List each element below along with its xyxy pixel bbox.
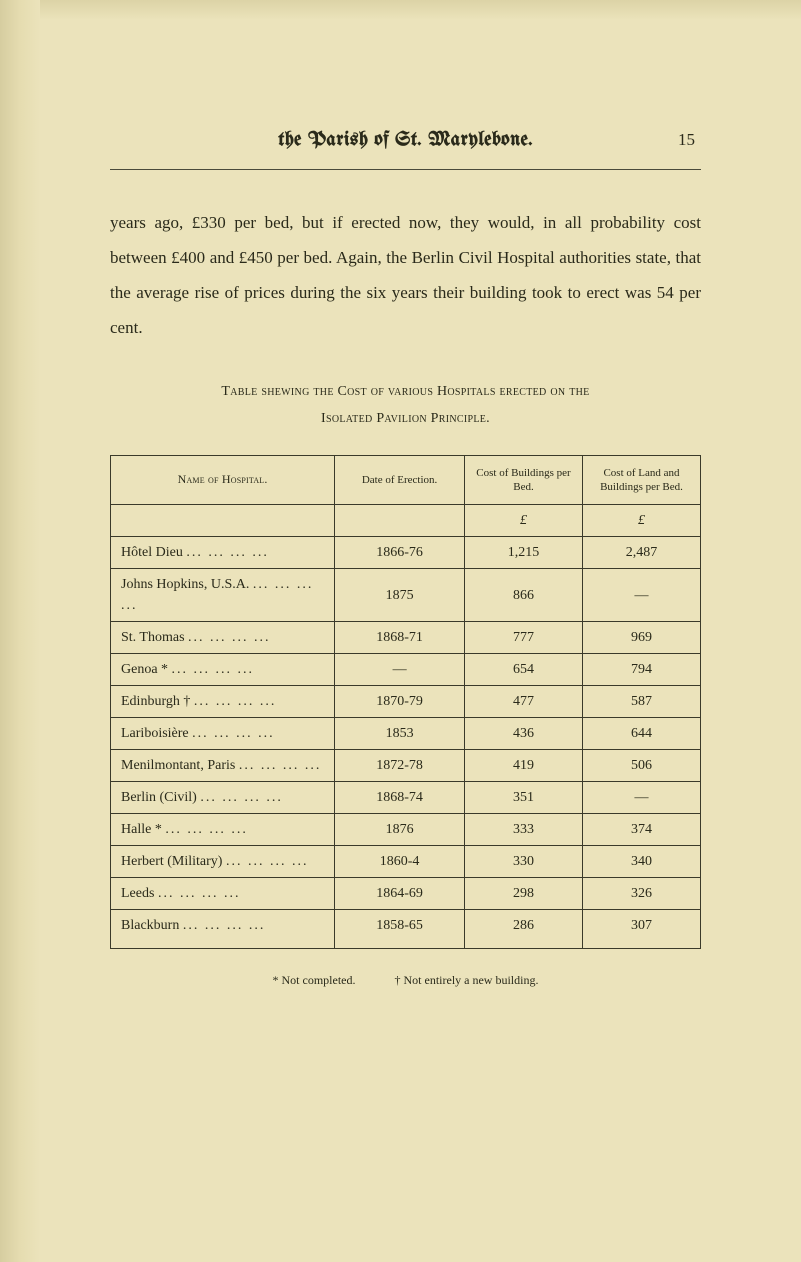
cost-land-cell: 307 (582, 910, 700, 949)
cost-land-cell: 587 (582, 686, 700, 718)
table-row: Hôtel Dieu ... ... ... ...1866-761,2152,… (111, 537, 701, 569)
table-footnote: * Not completed. † Not entirely a new bu… (110, 973, 701, 988)
page-scan-left-edge (0, 0, 40, 1262)
cost-buildings-cell: 1,215 (464, 537, 582, 569)
table-caption-line-1: Table shewing the Cost of various Hospit… (221, 384, 589, 399)
col-header-name: Name of Hospital. (111, 455, 335, 505)
cost-buildings-cell: 330 (464, 846, 582, 878)
table-row: St. Thomas ... ... ... ...1868-71777969 (111, 622, 701, 654)
page-content: the Parish of St. Marylebone. 15 years a… (0, 0, 801, 1048)
table-row: Johns Hopkins, U.S.A. ... ... ... ...187… (111, 569, 701, 622)
col-header-cost-land: Cost of Land and Buildings per Bed. (582, 455, 700, 505)
col-header-date: Date of Erection. (335, 455, 465, 505)
cost-buildings-cell: 419 (464, 750, 582, 782)
table-body: £ £ Hôtel Dieu ... ... ... ...1866-761,2… (111, 505, 701, 949)
page-scan-top-edge (0, 0, 801, 20)
page-number: 15 (678, 130, 695, 150)
cost-land-cell: 340 (582, 846, 700, 878)
cost-buildings-cell: 777 (464, 622, 582, 654)
hospital-name-cell: Genoa * ... ... ... ... (111, 654, 335, 686)
cost-buildings-cell: 298 (464, 878, 582, 910)
table-row: Herbert (Military) ... ... ... ...1860-4… (111, 846, 701, 878)
date-cell: 1872-78 (335, 750, 465, 782)
cost-buildings-cell: 351 (464, 782, 582, 814)
currency-symbol-bldg: £ (464, 505, 582, 537)
cost-land-cell: 969 (582, 622, 700, 654)
hospital-name-cell: Lariboisière ... ... ... ... (111, 718, 335, 750)
table-row: Menilmontant, Paris ... ... ... ...1872-… (111, 750, 701, 782)
table-row: Blackburn ... ... ... ...1858-65286307 (111, 910, 701, 949)
cost-buildings-cell: 654 (464, 654, 582, 686)
table-row: Leeds ... ... ... ...1864-69298326 (111, 878, 701, 910)
body-paragraph: years ago, £330 per bed, but if erected … (110, 206, 701, 345)
cost-land-cell: 374 (582, 814, 700, 846)
table-row: Berlin (Civil) ... ... ... ...1868-74351… (111, 782, 701, 814)
footnote-not-new-building: † Not entirely a new building. (395, 973, 539, 987)
currency-cell-blank (111, 505, 335, 537)
hospital-name-cell: Johns Hopkins, U.S.A. ... ... ... ... (111, 569, 335, 622)
cost-buildings-cell: 866 (464, 569, 582, 622)
cost-land-cell: 644 (582, 718, 700, 750)
hospital-name-cell: Blackburn ... ... ... ... (111, 910, 335, 949)
cost-land-cell: 2,487 (582, 537, 700, 569)
cost-land-cell: — (582, 569, 700, 622)
currency-symbol-row: £ £ (111, 505, 701, 537)
cost-land-cell: — (582, 782, 700, 814)
hospital-name-cell: Menilmontant, Paris ... ... ... ... (111, 750, 335, 782)
hospital-name-cell: Herbert (Military) ... ... ... ... (111, 846, 335, 878)
running-title: the Parish of St. Marylebone. (278, 130, 533, 151)
table-caption: Table shewing the Cost of various Hospit… (110, 379, 701, 432)
table-row: Edinburgh † ... ... ... ...1870-79477587 (111, 686, 701, 718)
hospital-name-cell: Edinburgh † ... ... ... ... (111, 686, 335, 718)
date-cell: 1875 (335, 569, 465, 622)
hospital-name-cell: Leeds ... ... ... ... (111, 878, 335, 910)
date-cell: 1876 (335, 814, 465, 846)
hospital-name-cell: Halle * ... ... ... ... (111, 814, 335, 846)
cost-buildings-cell: 286 (464, 910, 582, 949)
header-rule (110, 169, 701, 170)
date-cell: 1860-4 (335, 846, 465, 878)
cost-land-cell: 326 (582, 878, 700, 910)
table-caption-line-2: Isolated Pavilion Principle. (321, 411, 490, 426)
hospital-name-cell: St. Thomas ... ... ... ... (111, 622, 335, 654)
hospital-name-cell: Berlin (Civil) ... ... ... ... (111, 782, 335, 814)
table-row: Halle * ... ... ... ...1876333374 (111, 814, 701, 846)
cost-buildings-cell: 333 (464, 814, 582, 846)
currency-symbol-land: £ (582, 505, 700, 537)
date-cell: 1866-76 (335, 537, 465, 569)
cost-land-cell: 794 (582, 654, 700, 686)
table-header-row: Name of Hospital. Date of Erection. Cost… (111, 455, 701, 505)
date-cell: 1870-79 (335, 686, 465, 718)
hospital-name-cell: Hôtel Dieu ... ... ... ... (111, 537, 335, 569)
date-cell: — (335, 654, 465, 686)
date-cell: 1853 (335, 718, 465, 750)
currency-cell-blank (335, 505, 465, 537)
date-cell: 1868-74 (335, 782, 465, 814)
col-header-cost-bldg: Cost of Buildings per Bed. (464, 455, 582, 505)
date-cell: 1868-71 (335, 622, 465, 654)
cost-buildings-cell: 477 (464, 686, 582, 718)
date-cell: 1864-69 (335, 878, 465, 910)
hospital-cost-table: Name of Hospital. Date of Erection. Cost… (110, 455, 701, 950)
cost-buildings-cell: 436 (464, 718, 582, 750)
table-row: Lariboisière ... ... ... ...1853436644 (111, 718, 701, 750)
running-header: the Parish of St. Marylebone. 15 (110, 130, 701, 151)
date-cell: 1858-65 (335, 910, 465, 949)
table-row: Genoa * ... ... ... ...—654794 (111, 654, 701, 686)
cost-land-cell: 506 (582, 750, 700, 782)
footnote-not-completed: * Not completed. (273, 973, 356, 987)
